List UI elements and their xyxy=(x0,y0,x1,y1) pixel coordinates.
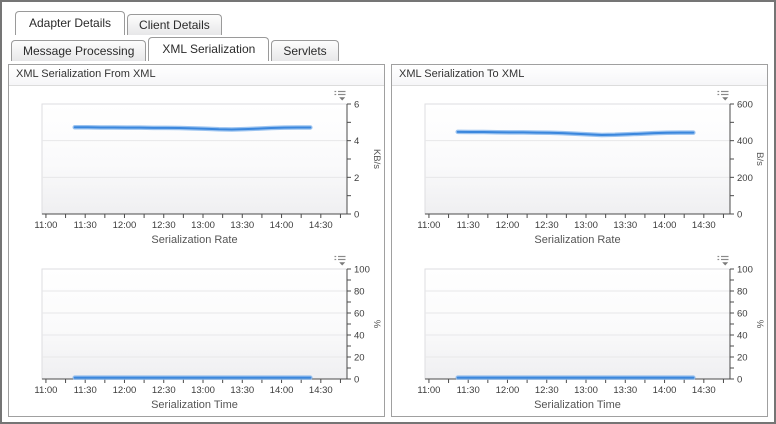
svg-text:13:00: 13:00 xyxy=(191,385,215,396)
svg-text:0: 0 xyxy=(737,375,742,386)
serialization-rate-chart-canvas: 11:00 11:30 12:00 12:30 13:00 13:30 14:00 14:30… xyxy=(34,100,382,247)
panel-from-xml: XML Serialization From XML 11:00 11:30 12:… xyxy=(8,64,385,417)
tab-client-details[interactable]: Client Details xyxy=(127,14,222,35)
panel-to-xml: XML Serialization To XML 11:00 11:30 12:00… xyxy=(391,64,768,417)
svg-text:11:00: 11:00 xyxy=(34,385,57,396)
svg-text:11:30: 11:30 xyxy=(457,385,480,396)
panel-title: XML Serialization To XML xyxy=(392,65,767,86)
svg-text:Serialization Rate: Serialization Rate xyxy=(534,234,620,246)
legend-dropdown-icon[interactable] xyxy=(334,90,346,101)
svg-text:0: 0 xyxy=(354,375,359,386)
tab-label: XML Serialization xyxy=(162,42,256,56)
to-xml-serialization-time-chart: 11:00 11:30 12:00 12:30 13:00 13:30 14:00 14:30… xyxy=(392,252,767,416)
serialization-rate-chart-canvas: 11:00 11:30 12:00 12:30 13:00 13:30 14:00 14:30… xyxy=(417,100,765,247)
panel-title: XML Serialization From XML xyxy=(9,65,384,86)
legend-dropdown-icon[interactable] xyxy=(334,255,346,266)
svg-text:14:30: 14:30 xyxy=(692,220,716,231)
svg-text:13:00: 13:00 xyxy=(191,220,215,231)
svg-text:14:00: 14:00 xyxy=(653,220,677,231)
svg-text:12:00: 12:00 xyxy=(496,385,520,396)
tab-label: Message Processing xyxy=(23,44,135,58)
svg-text:12:30: 12:30 xyxy=(535,385,559,396)
svg-text:12:00: 12:00 xyxy=(113,220,137,231)
svg-text:%: % xyxy=(754,320,765,329)
svg-text:14:30: 14:30 xyxy=(692,385,716,396)
svg-text:80: 80 xyxy=(737,287,748,298)
panels-container: XML Serialization From XML 11:00 11:30 12:… xyxy=(8,64,768,417)
svg-text:Serialization Rate: Serialization Rate xyxy=(151,234,237,246)
svg-text:100: 100 xyxy=(737,265,753,276)
svg-text:13:30: 13:30 xyxy=(613,220,637,231)
secondary-tab-bar: Message Processing XML Serialization Ser… xyxy=(11,37,774,61)
svg-text:0: 0 xyxy=(737,210,742,221)
svg-text:11:30: 11:30 xyxy=(457,220,480,231)
tab-servlets[interactable]: Servlets xyxy=(271,40,339,61)
svg-text:14:00: 14:00 xyxy=(270,220,294,231)
svg-text:40: 40 xyxy=(737,331,748,342)
tab-label: Adapter Details xyxy=(29,16,112,30)
svg-text:20: 20 xyxy=(354,353,365,364)
tab-label: Client Details xyxy=(139,18,210,32)
svg-text:14:30: 14:30 xyxy=(309,385,333,396)
svg-text:11:30: 11:30 xyxy=(74,385,97,396)
tab-message-processing[interactable]: Message Processing xyxy=(11,40,147,61)
svg-text:11:00: 11:00 xyxy=(34,220,57,231)
legend-dropdown-icon[interactable] xyxy=(717,255,729,266)
tab-adapter-details[interactable]: Adapter Details xyxy=(15,11,126,35)
svg-text:20: 20 xyxy=(737,353,748,364)
svg-text:12:00: 12:00 xyxy=(496,220,520,231)
svg-text:12:00: 12:00 xyxy=(113,385,137,396)
svg-text:60: 60 xyxy=(354,309,365,320)
svg-text:12:30: 12:30 xyxy=(152,220,176,231)
svg-text:40: 40 xyxy=(354,331,365,342)
svg-text:Serialization Time: Serialization Time xyxy=(151,399,238,411)
svg-text:KB/s: KB/s xyxy=(371,149,382,169)
primary-tab-bar: Adapter Details Client Details xyxy=(15,11,774,35)
svg-text:B/s: B/s xyxy=(754,152,765,166)
svg-text:4: 4 xyxy=(354,136,359,147)
svg-text:Serialization Time: Serialization Time xyxy=(534,399,621,411)
svg-text:13:00: 13:00 xyxy=(574,220,598,231)
svg-text:11:00: 11:00 xyxy=(417,385,440,396)
tab-label: Servlets xyxy=(283,44,327,58)
serialization-time-chart-canvas: 11:00 11:30 12:00 12:30 13:00 13:30 14:00 14:30… xyxy=(417,265,765,412)
svg-text:14:00: 14:00 xyxy=(270,385,294,396)
from-xml-serialization-rate-chart: 11:00 11:30 12:00 12:30 13:00 13:30 14:00 14:30… xyxy=(9,87,384,251)
svg-text:11:00: 11:00 xyxy=(417,220,440,231)
to-xml-serialization-rate-chart: 11:00 11:30 12:00 12:30 13:00 13:30 14:00 14:30… xyxy=(392,87,767,251)
svg-text:60: 60 xyxy=(737,309,748,320)
svg-text:200: 200 xyxy=(737,173,753,184)
from-xml-serialization-time-chart: 11:00 11:30 12:00 12:30 13:00 13:30 14:00 14:30… xyxy=(9,252,384,416)
svg-text:12:30: 12:30 xyxy=(152,385,176,396)
svg-text:13:30: 13:30 xyxy=(230,385,254,396)
svg-text:2: 2 xyxy=(354,173,359,184)
svg-text:12:30: 12:30 xyxy=(535,220,559,231)
svg-text:14:00: 14:00 xyxy=(653,385,677,396)
svg-text:600: 600 xyxy=(737,100,753,111)
svg-text:0: 0 xyxy=(354,210,359,221)
svg-text:100: 100 xyxy=(354,265,370,276)
svg-text:%: % xyxy=(371,320,382,329)
svg-text:80: 80 xyxy=(354,287,365,298)
serialization-time-chart-canvas: 11:00 11:30 12:00 12:30 13:00 13:30 14:00 14:30… xyxy=(34,265,382,412)
tab-xml-serialization[interactable]: XML Serialization xyxy=(148,37,270,61)
svg-text:13:00: 13:00 xyxy=(574,385,598,396)
legend-dropdown-icon[interactable] xyxy=(717,90,729,101)
svg-text:400: 400 xyxy=(737,136,753,147)
svg-text:6: 6 xyxy=(354,100,359,111)
svg-text:13:30: 13:30 xyxy=(230,220,254,231)
svg-text:13:30: 13:30 xyxy=(613,385,637,396)
svg-text:14:30: 14:30 xyxy=(309,220,333,231)
svg-text:11:30: 11:30 xyxy=(74,220,97,231)
